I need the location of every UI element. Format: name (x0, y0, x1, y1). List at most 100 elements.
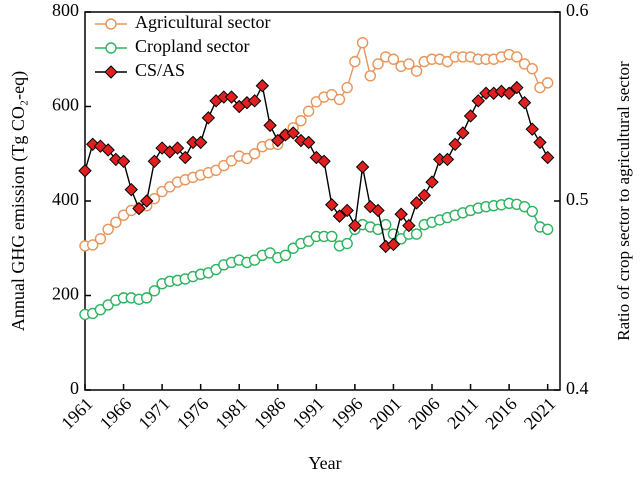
y-axis-label: Annual GHG emission (Tg CO₂-eq) (8, 71, 29, 331)
data-point (440, 152, 455, 167)
data-point (271, 133, 285, 148)
data-point (425, 175, 439, 189)
y2-tick-label: 0.4 (566, 378, 589, 398)
legend-label: Agricultural sector (135, 12, 270, 32)
data-point (403, 58, 415, 70)
x-tick-label: 2006 (404, 394, 444, 434)
data-point (87, 239, 99, 251)
data-point (540, 150, 555, 165)
data-point (116, 154, 131, 169)
x-tick-label: 1996 (327, 394, 367, 434)
data-point (332, 209, 347, 223)
x-tick-label: 2001 (366, 394, 406, 434)
data-point (409, 196, 424, 210)
data-point (148, 285, 161, 297)
data-point (140, 292, 153, 304)
y-tick-label: 800 (52, 0, 79, 20)
x-tick-label: 1976 (173, 394, 213, 434)
data-point (333, 93, 346, 106)
data-point (533, 135, 547, 150)
data-point (502, 86, 516, 100)
series-line (84, 202, 548, 316)
data-point (525, 122, 539, 136)
x-tick-label: 1991 (288, 394, 328, 434)
y-tick-label: 400 (52, 189, 79, 209)
legend-marker (105, 18, 117, 30)
y-tick-label: 600 (52, 95, 79, 115)
x-tick-label: 1971 (134, 394, 174, 434)
data-point (386, 237, 401, 252)
data-point (387, 53, 400, 65)
data-point (349, 55, 361, 68)
data-point (541, 223, 554, 236)
data-point (541, 77, 554, 89)
legend-label: Cropland sector (135, 36, 249, 56)
data-point (511, 51, 523, 63)
data-point (355, 160, 370, 174)
data-point (372, 58, 384, 70)
data-point (448, 137, 462, 152)
x-tick-label: 1981 (211, 394, 251, 434)
data-point (248, 148, 261, 160)
data-point (101, 143, 115, 157)
data-point (247, 94, 262, 108)
data-point (255, 79, 270, 93)
data-point (456, 126, 470, 140)
data-point (463, 109, 478, 123)
data-point (364, 70, 377, 82)
y2-tick-label: 0.5 (566, 189, 589, 209)
data-point (102, 223, 114, 236)
data-point (410, 228, 423, 240)
data-point (170, 141, 185, 155)
data-point (356, 37, 369, 49)
x-tick-label: 1961 (57, 394, 97, 434)
data-point (132, 201, 146, 216)
x-tick-label: 1986 (250, 394, 290, 434)
data-point (394, 207, 408, 221)
x-tick-label: 2011 (443, 394, 482, 433)
y2-tick-label: 0.6 (566, 0, 589, 20)
x-tick-label: 1966 (96, 394, 136, 434)
data-point (340, 203, 354, 218)
data-point (139, 194, 154, 208)
data-point (295, 114, 307, 127)
data-point (124, 182, 138, 197)
x-axis-label: Year (308, 453, 341, 473)
x-tick-label: 2016 (481, 394, 521, 434)
data-point (286, 126, 300, 140)
data-point (526, 62, 538, 75)
legend-label: CS/AS (135, 60, 185, 80)
data-point (78, 164, 92, 178)
y-tick-label: 200 (52, 284, 79, 304)
data-point (510, 80, 524, 95)
y-tick-label: 0 (70, 378, 79, 398)
data-point (201, 111, 216, 125)
data-point (325, 198, 339, 212)
data-point (193, 135, 208, 150)
data-point (326, 230, 338, 243)
data-point (178, 150, 192, 165)
data-point (263, 118, 277, 133)
legend-marker (105, 42, 117, 54)
data-point (371, 203, 385, 218)
data-point (302, 105, 315, 117)
data-point (410, 65, 423, 77)
data-point (348, 218, 362, 233)
data-point (417, 188, 431, 203)
data-point (471, 94, 485, 108)
data-point (317, 154, 331, 169)
x-tick-label: 2021 (520, 394, 560, 434)
data-point (94, 233, 107, 245)
data-point (517, 96, 532, 110)
data-point (224, 90, 239, 104)
legend-marker (104, 65, 118, 79)
data-point (147, 154, 162, 169)
data-point (279, 249, 292, 262)
data-point (341, 81, 353, 94)
y2-axis-label: Ratio of crop sector to agricultural sec… (614, 61, 633, 341)
data-point (341, 237, 353, 250)
data-point (402, 218, 416, 233)
data-point (526, 205, 538, 218)
data-point (301, 135, 316, 150)
